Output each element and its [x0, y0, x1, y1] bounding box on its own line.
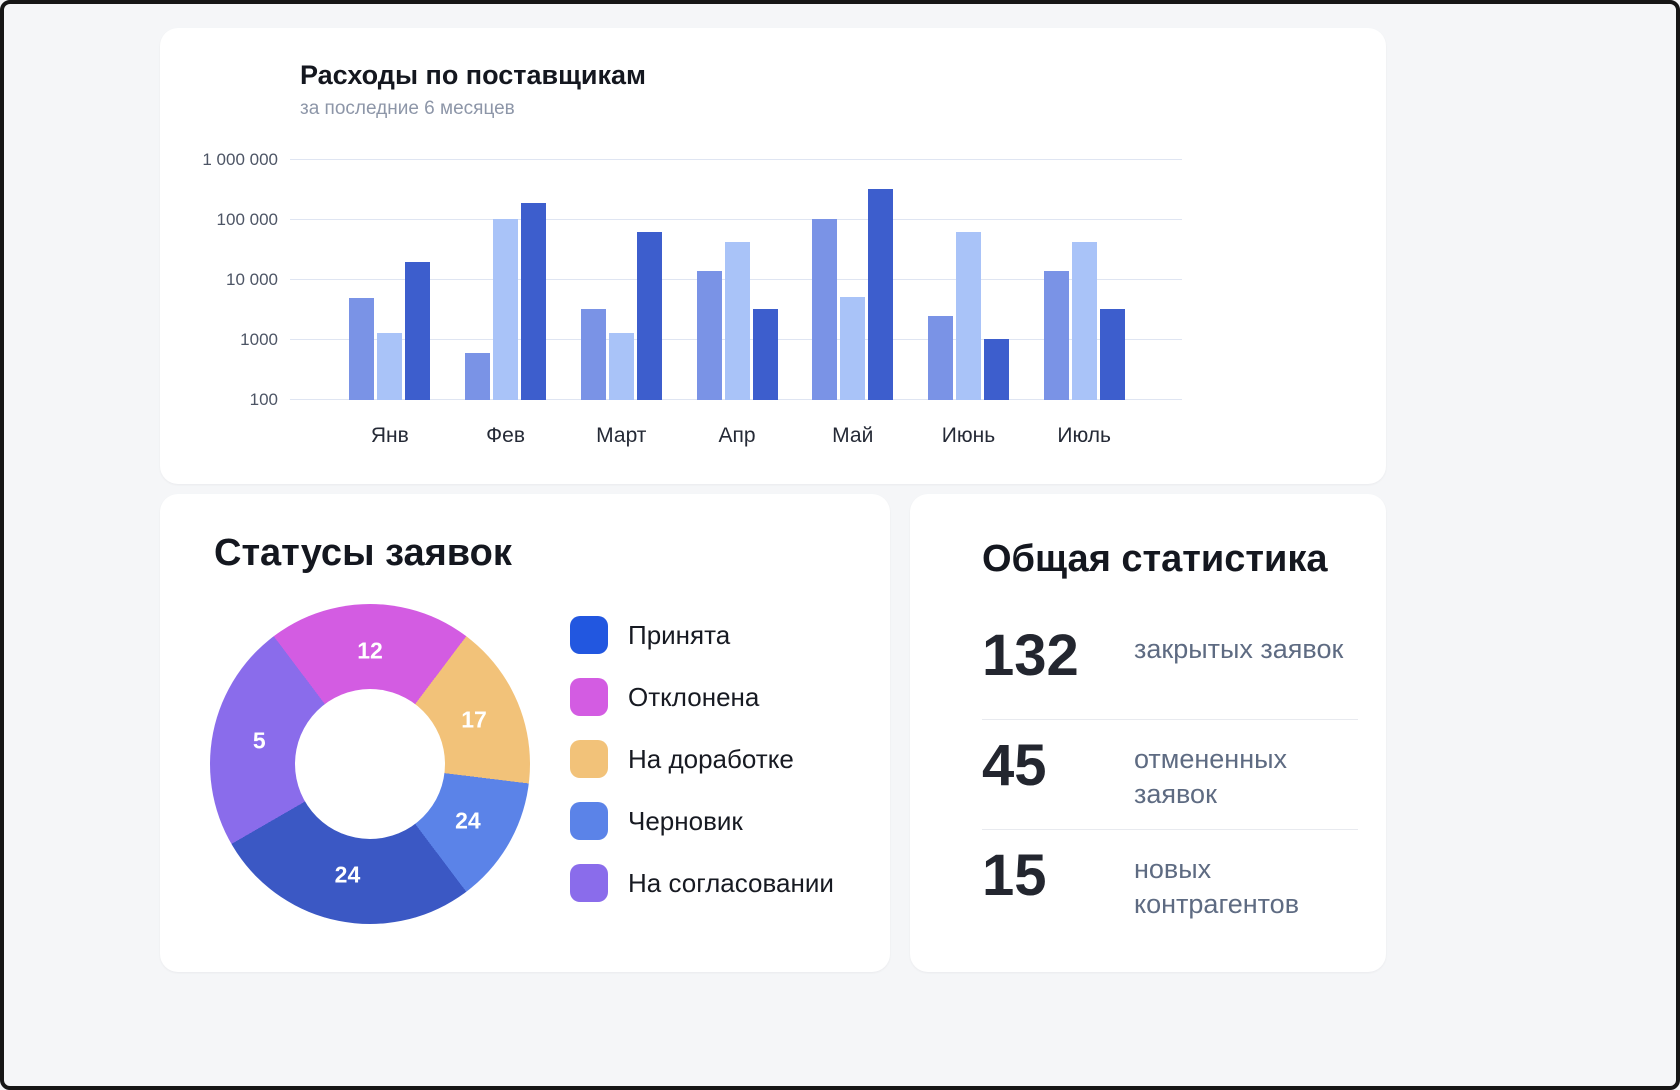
- statuses-donut-chart: 12 17 24 24 5: [210, 604, 530, 924]
- bar-group-Фев: [448, 203, 564, 400]
- statuses-title: Статусы заявок: [214, 532, 512, 574]
- stat-row-cancelled: 45 отмененных заявок: [982, 720, 1358, 830]
- expenses-bar-chart: 100 1000 10 000 100 000 1 000 000 Янв Фев Март…: [180, 151, 1182, 448]
- donut-slice-value-На согласовании: 5: [252, 727, 266, 754]
- bar-group-Июнь: [911, 232, 1027, 400]
- bar-series-1-Июнь: [927, 316, 953, 400]
- bar-group-Апр: [679, 242, 795, 400]
- bar-series-2-Апр: [724, 242, 750, 400]
- stat-label-contractors: новых контрагентов: [1134, 854, 1300, 920]
- bar-series-2-Янв: [377, 333, 403, 400]
- legend-swatch-icon: [570, 864, 608, 902]
- y-axis-tick-label: 100: [249, 390, 278, 409]
- stat-value-closed: 132: [982, 623, 1079, 688]
- bar-series-3-Апр: [752, 308, 778, 400]
- legend-swatch-icon: [570, 678, 608, 716]
- bar-series-1-Янв: [349, 298, 375, 400]
- plot-area: [290, 159, 1182, 400]
- x-axis-label: Фев: [486, 424, 525, 447]
- stats-card: Общая статистика 132 закрытых заявок 45 …: [910, 494, 1386, 972]
- bar-group-Июль: [1026, 242, 1142, 400]
- gridline: [290, 219, 1182, 220]
- gridline: [290, 159, 1182, 160]
- x-axis-label: Май: [832, 424, 874, 447]
- stat-value-contractors: 15: [982, 843, 1047, 908]
- legend-item-Черновик: Черновик: [570, 802, 834, 840]
- donut-hole: [295, 689, 445, 839]
- statuses-card: Статусы заявок 12 17 24 24 5 Принята Отклонен…: [160, 494, 890, 972]
- legend-label: На доработке: [628, 743, 794, 774]
- bar-group-Май: [795, 188, 911, 400]
- stat-value-cancelled: 45: [982, 733, 1047, 798]
- donut-slice-value-Черновик: 24: [455, 807, 481, 833]
- x-axis-label: Июль: [1057, 424, 1111, 447]
- legend-label: Черновик: [628, 805, 743, 836]
- legend-label: Отклонена: [628, 681, 760, 712]
- stat-rows: 132 закрытых заявок 45 отмененных заявок…: [982, 610, 1358, 940]
- y-axis-tick-label: 1 000 000: [202, 150, 278, 169]
- bar-series-3-Март: [636, 232, 662, 400]
- bar-series-3-Фев: [521, 203, 547, 400]
- bar-series-3-Янв: [405, 261, 431, 400]
- x-axis-label: Апр: [718, 424, 756, 447]
- stat-label-cancelled: отмененных заявок: [1134, 744, 1288, 810]
- statuses-legend: Принята Отклонена На доработке Черновик На с…: [570, 616, 834, 926]
- bar-series-3-Июнь: [983, 338, 1009, 400]
- x-axis: Янв Фев Март Апр Май Июнь Июль: [290, 424, 1182, 448]
- legend-item-Принята: Принята: [570, 616, 834, 654]
- bar-series-2-Фев: [493, 218, 519, 400]
- bar-series-2-Июль: [1071, 242, 1097, 400]
- bar-group-Март: [563, 232, 679, 400]
- stat-row-contractors: 15 новых контрагентов: [982, 830, 1358, 940]
- legend-label: Принята: [628, 619, 731, 650]
- x-axis-label: Июнь: [941, 424, 996, 447]
- x-axis-label: Янв: [370, 424, 409, 447]
- bar-groups: [290, 160, 1182, 400]
- bar-series-2-Май: [840, 297, 866, 400]
- bar-series-1-Апр: [696, 271, 722, 400]
- donut-slice-value-Принята: 24: [334, 861, 361, 888]
- bar-series-3-Июль: [1099, 308, 1125, 400]
- legend-item-На согласовании: На согласовании: [570, 864, 834, 902]
- y-axis-tick-label: 1000: [240, 330, 278, 349]
- legend-swatch-icon: [570, 616, 608, 654]
- bar-series-3-Май: [868, 188, 894, 400]
- expenses-chart-subtitle: за последние 6 месяцев: [300, 98, 515, 119]
- legend-label: На согласовании: [628, 867, 834, 898]
- stats-title: Общая статистика: [982, 538, 1328, 580]
- bar-series-1-Фев: [465, 353, 491, 400]
- bar-series-2-Июнь: [955, 232, 981, 400]
- legend-item-На доработке: На доработке: [570, 740, 834, 778]
- legend-swatch-icon: [570, 740, 608, 778]
- expenses-chart-card: Расходы по поставщикам за последние 6 ме…: [160, 28, 1386, 484]
- bar-series-1-Май: [812, 218, 838, 400]
- x-axis-label: Март: [596, 424, 647, 447]
- y-axis-tick-label: 100 000: [216, 210, 278, 229]
- bar-series-1-Июль: [1043, 271, 1069, 400]
- y-axis-tick-label: 10 000: [226, 270, 278, 289]
- legend-item-Отклонена: Отклонена: [570, 678, 834, 716]
- donut-slice-value-На доработке: 17: [461, 706, 487, 733]
- y-axis: 100 1000 10 000 100 000 1 000 000: [180, 151, 290, 409]
- donut-slice-value-Отклонена: 12: [357, 637, 383, 664]
- stat-row-closed: 132 закрытых заявок: [982, 610, 1358, 720]
- stat-label-closed: закрытых заявок: [1134, 634, 1344, 664]
- legend-swatch-icon: [570, 802, 608, 840]
- bar-series-1-Март: [580, 308, 606, 400]
- bar-group-Янв: [332, 261, 448, 400]
- expenses-chart-title: Расходы по поставщикам: [300, 60, 646, 90]
- bar-series-2-Март: [608, 333, 634, 400]
